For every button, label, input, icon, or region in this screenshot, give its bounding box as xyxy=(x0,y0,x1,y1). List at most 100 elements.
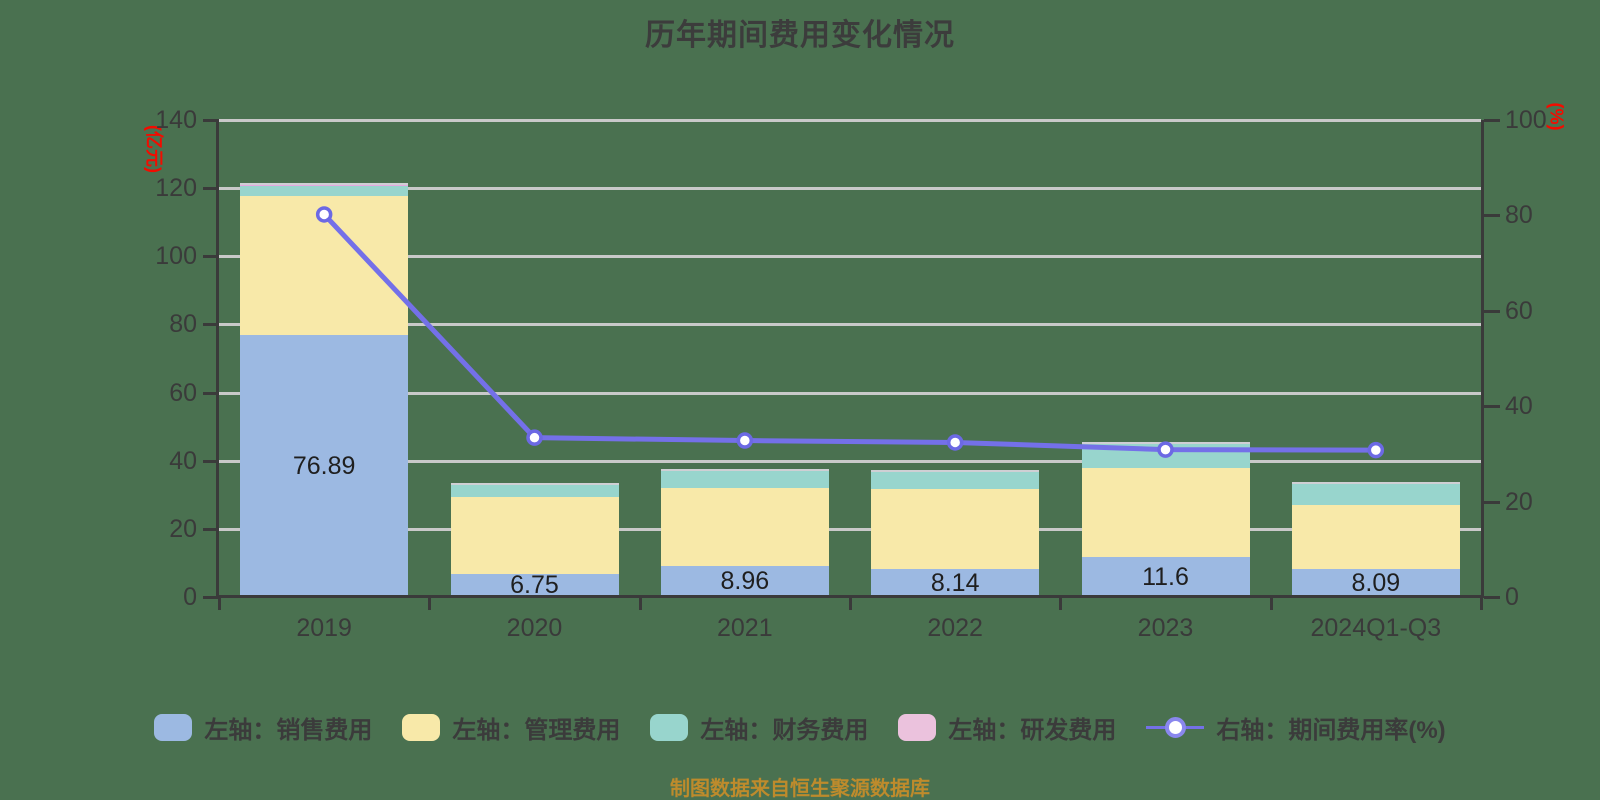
legend-item-bar-3: 左轴：研发费用 xyxy=(898,710,1116,745)
right-axis-label-80: 80 xyxy=(1505,201,1533,230)
legend-label-2: 左轴：财务费用 xyxy=(700,717,869,744)
bar-2020: 6.75 xyxy=(450,483,619,599)
bar-segment-2021-0 xyxy=(660,566,829,597)
x-axis-label-2022: 2022 xyxy=(927,614,983,642)
left-axis-label-20: 20 xyxy=(169,514,197,543)
legend: 左轴：销售费用 左轴：管理费用 左轴：财务费用 左轴：研发费用 右轴：期间费用率(%) xyxy=(0,710,1600,745)
x-tick-5 xyxy=(1269,597,1273,610)
legend-line-symbol xyxy=(1146,714,1205,741)
bar-segment-2024Q1-Q3-2 xyxy=(1291,483,1460,505)
gridline-140 xyxy=(219,119,1481,122)
legend-item-line: 右轴：期间费用率(%) xyxy=(1146,710,1446,745)
legend-swatch-1 xyxy=(402,714,441,741)
left-axis-line xyxy=(216,120,219,598)
left-axis-label-0: 0 xyxy=(183,583,197,611)
x-axis-label-2024Q1-Q3: 2024Q1-Q3 xyxy=(1310,614,1442,642)
line-marker-2023 xyxy=(1157,441,1174,458)
bar-value-label-2021: 8.96 xyxy=(720,567,770,596)
expense-ratio-line-layer xyxy=(315,206,1385,459)
right-axis-label-20: 20 xyxy=(1505,487,1533,516)
legend-label-line: 右轴：期间费用率(%) xyxy=(1216,717,1446,744)
x-axis-label-2021: 2021 xyxy=(717,614,773,642)
bar-segment-2021-1 xyxy=(660,488,829,567)
bar-segment-2023-1 xyxy=(1081,467,1250,558)
left-axis-label-80: 80 xyxy=(169,310,197,339)
legend-label-1: 左轴：管理费用 xyxy=(452,717,621,744)
legend-label-3: 左轴：研发费用 xyxy=(948,717,1117,744)
x-tick-1 xyxy=(428,597,432,610)
bar-segment-2019-0 xyxy=(240,335,409,597)
right-axis-line xyxy=(1481,120,1484,598)
right-tick-40 xyxy=(1484,405,1500,409)
bar-2021: 8.96 xyxy=(660,469,829,597)
bar-2022: 8.14 xyxy=(871,469,1040,597)
right-axis-label-60: 60 xyxy=(1505,296,1533,325)
left-axis-label-100: 100 xyxy=(155,242,197,271)
x-tick-2 xyxy=(638,597,642,610)
right-tick-100 xyxy=(1484,119,1500,122)
x-axis-label-2020: 2020 xyxy=(506,614,563,642)
legend-swatch-2 xyxy=(650,714,689,741)
bar-segment-2024Q1-Q3-0 xyxy=(1291,569,1460,597)
left-axis-label-140: 140 xyxy=(155,106,197,134)
bar-segment-2024Q1-Q3-1 xyxy=(1291,504,1460,570)
gridline-120 xyxy=(219,187,1481,191)
left-tick-40 xyxy=(203,459,219,463)
legend-item-bar-2: 左轴：财务费用 xyxy=(650,710,868,745)
bar-segment-2019-2 xyxy=(240,185,409,196)
bar-segment-2021-2 xyxy=(660,471,829,489)
gridline-80 xyxy=(219,323,1481,327)
bar-value-label-2022: 8.14 xyxy=(930,568,980,597)
left-tick-0 xyxy=(203,596,219,599)
gridline-20 xyxy=(219,527,1481,531)
legend-line-marker-icon xyxy=(1165,717,1187,738)
x-axis-label-2023: 2023 xyxy=(1137,614,1194,642)
gridline-40 xyxy=(219,459,1481,463)
line-marker-2024Q1-Q3 xyxy=(1367,441,1385,459)
gridline-100 xyxy=(219,255,1481,259)
legend-swatch-3 xyxy=(898,714,937,741)
line-marker-2022 xyxy=(946,434,964,451)
bar-segment-2024Q1-Q3-3 xyxy=(1291,481,1460,484)
bar-value-label-2024Q1-Q3: 8.09 xyxy=(1351,568,1401,597)
left-tick-60 xyxy=(203,391,219,395)
line-marker-2019 xyxy=(315,206,333,223)
plot-area: 76.89 6.75 8.96 8.14 11.6 8.09 xyxy=(219,119,1481,599)
left-tick-20 xyxy=(203,527,219,531)
bar-segment-2023-0 xyxy=(1081,557,1250,597)
right-axis-label-100: 100 xyxy=(1505,106,1547,134)
bar-value-label-2023: 11.6 xyxy=(1142,562,1189,591)
bar-segment-2020-3 xyxy=(450,483,619,486)
bar-segment-2019-3 xyxy=(240,182,409,186)
left-tick-100 xyxy=(203,255,219,259)
left-axis-label-60: 60 xyxy=(169,378,197,407)
right-tick-60 xyxy=(1484,309,1500,313)
legend-label-0: 左轴：销售费用 xyxy=(204,717,373,744)
expense-ratio-line xyxy=(321,211,1379,453)
right-axis-label-40: 40 xyxy=(1505,392,1533,421)
right-tick-0 xyxy=(1484,596,1500,599)
right-tick-20 xyxy=(1484,500,1500,504)
left-tick-140 xyxy=(203,119,219,122)
left-axis-label-120: 120 xyxy=(155,174,197,203)
legend-item-bar-1: 左轴：管理费用 xyxy=(402,710,620,745)
legend-swatch-0 xyxy=(154,714,193,741)
legend-item-bar-0: 左轴：销售费用 xyxy=(154,710,372,745)
line-marker-2021 xyxy=(736,432,754,449)
x-axis-label-2019: 2019 xyxy=(296,614,352,642)
left-tick-80 xyxy=(203,323,219,327)
x-tick-4 xyxy=(1059,597,1063,610)
bar-2019: 76.89 xyxy=(240,182,409,597)
x-tick-0 xyxy=(218,597,221,610)
bar-segment-2022-1 xyxy=(871,488,1040,570)
left-axis-label-40: 40 xyxy=(169,446,197,475)
right-axis-label-0: 0 xyxy=(1505,583,1519,611)
left-tick-120 xyxy=(203,187,219,191)
line-marker-2020 xyxy=(526,429,543,446)
bar-segment-2020-2 xyxy=(450,485,619,498)
bar-segment-2020-1 xyxy=(450,497,619,575)
bar-value-label-2019: 76.89 xyxy=(292,451,356,480)
bar-segment-2021-3 xyxy=(660,469,829,472)
bar-segment-2020-0 xyxy=(450,574,619,597)
